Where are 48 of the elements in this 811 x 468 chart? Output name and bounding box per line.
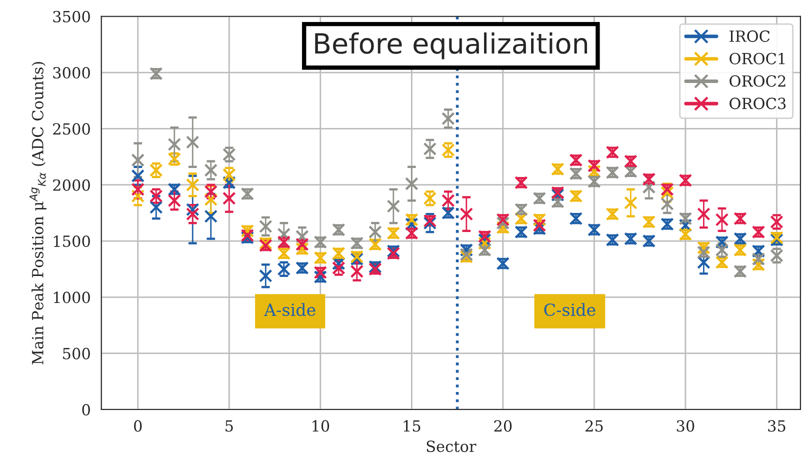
x-tick-label: 0 [134, 420, 142, 432]
point [423, 142, 437, 156]
annotation: C-side [544, 303, 596, 316]
point [222, 192, 236, 206]
y-tick-label: 0 [82, 404, 90, 416]
point [660, 197, 674, 211]
point [660, 186, 674, 200]
point [642, 180, 656, 194]
point [350, 264, 364, 278]
x-tick-label: 5 [226, 420, 233, 432]
point [423, 216, 437, 230]
point [460, 207, 474, 221]
x-tick-label: 30 [676, 420, 694, 432]
point [131, 189, 145, 203]
point [258, 269, 272, 283]
point [186, 178, 200, 192]
y-axis-title: Main Peak Position μ$^{Ag}$$_{Kα}$ (ADC Counts) [30, 62, 46, 364]
point [386, 200, 400, 213]
point [405, 177, 418, 190]
legend-label: OROC2 [730, 75, 786, 87]
x-tick-label: 10 [312, 420, 330, 432]
x-axis-title: Sector [426, 440, 476, 452]
legend-label: OROC1 [730, 52, 785, 64]
x-tick-label: 20 [494, 420, 512, 432]
legend-label: IROC [730, 30, 770, 42]
point [204, 164, 218, 177]
point [168, 138, 182, 152]
y-tick-label: 2000 [53, 179, 90, 191]
point [186, 207, 200, 221]
x-tick-label: 25 [586, 420, 603, 432]
y-tick-label: 3000 [53, 67, 90, 79]
point [442, 194, 455, 208]
y-tick-label: 1000 [54, 292, 90, 304]
y-tick-label: 1500 [54, 235, 90, 248]
point [442, 112, 455, 126]
legend-label: OROC3 [730, 98, 786, 110]
annotation: A-side [264, 303, 316, 316]
point [697, 207, 710, 221]
y-tick-label: 2500 [53, 123, 90, 135]
point [624, 196, 638, 210]
point [186, 136, 200, 149]
x-tick-label: 15 [404, 420, 420, 432]
y-tick-label: 3500 [53, 10, 90, 22]
point [258, 220, 272, 234]
text: Before equalizaition [315, 32, 588, 60]
point [715, 213, 729, 226]
x-tick-label: 35 [768, 420, 786, 432]
y-tick-label: 500 [63, 348, 90, 360]
